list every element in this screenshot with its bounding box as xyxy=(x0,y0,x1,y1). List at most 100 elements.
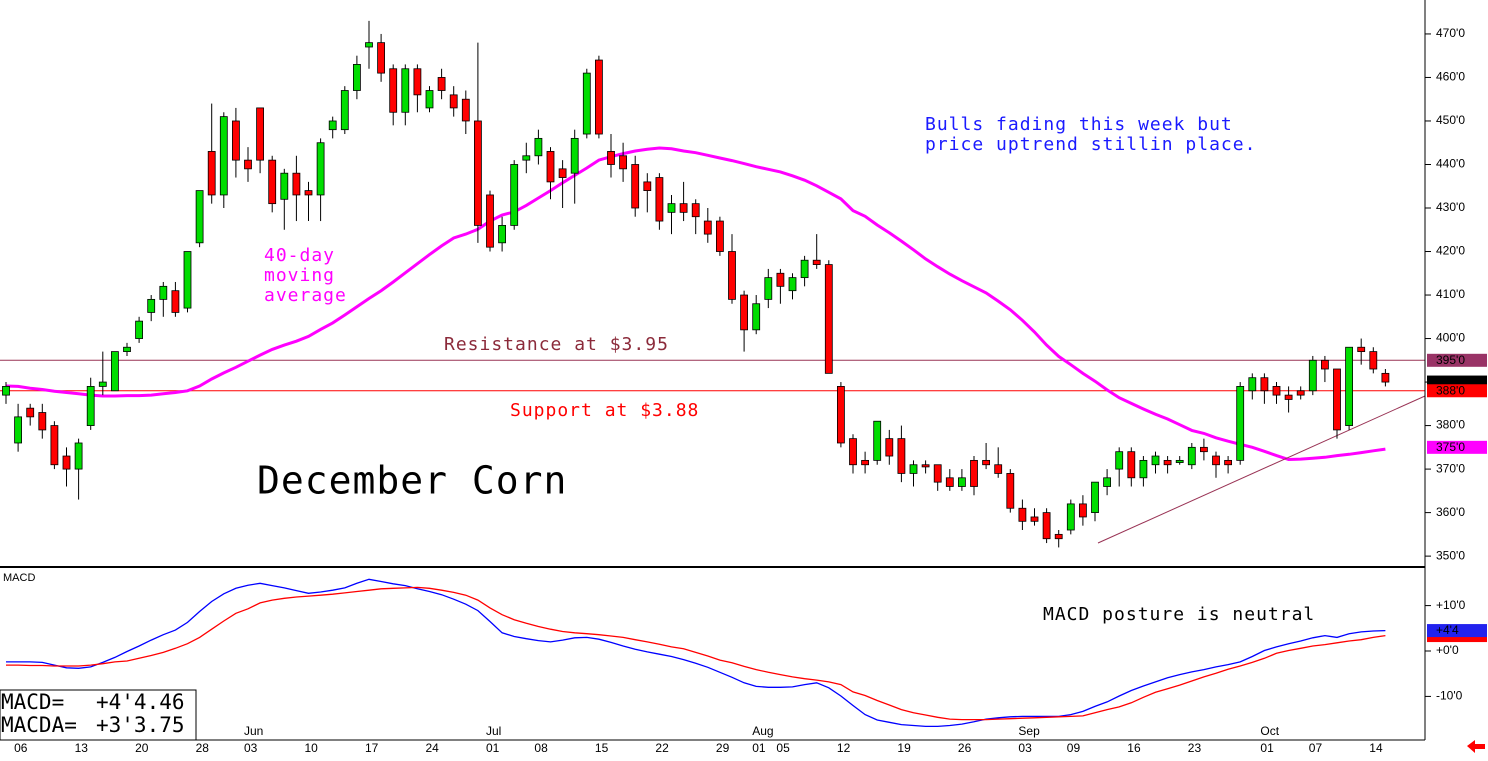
x-tick-label: 14 xyxy=(1369,741,1383,755)
level-label: Support at $3.88 xyxy=(510,400,699,421)
annotation: Bulls fading this week but xyxy=(925,114,1233,135)
candle-body xyxy=(244,159,252,170)
candle-body xyxy=(280,172,289,200)
candle-body xyxy=(498,225,507,244)
x-tick-label: 01 xyxy=(1260,741,1274,755)
x-tick-label: 15 xyxy=(595,741,609,755)
candle-body xyxy=(631,164,640,209)
candle-body xyxy=(147,298,156,313)
candle-body xyxy=(231,120,240,161)
candle-body xyxy=(316,142,325,196)
scroll-arrow[interactable] xyxy=(1467,740,1485,753)
candle-body xyxy=(643,181,652,191)
month-label: Sep xyxy=(1018,724,1040,738)
candle-body xyxy=(1091,481,1099,514)
price-flag-label: +4'4 xyxy=(1436,623,1459,637)
candle-body xyxy=(679,203,688,213)
readout-name: MACD= xyxy=(1,690,64,714)
y-tick-label: 450'0 xyxy=(1436,113,1465,127)
price-flag-label: 375'0 xyxy=(1436,440,1465,454)
x-tick-label: 20 xyxy=(135,741,149,755)
y-tick-label: +10'0 xyxy=(1436,598,1466,612)
level-label: Resistance at $3.95 xyxy=(444,334,669,355)
price-flag xyxy=(1427,624,1487,638)
candle-body xyxy=(1030,516,1039,522)
candle-body xyxy=(909,464,918,474)
candle-body xyxy=(1224,459,1232,466)
annotation: price uptrend stillin place. xyxy=(925,134,1256,155)
y-tick-label: 350'0 xyxy=(1436,548,1465,562)
candle-body xyxy=(582,72,591,135)
candle-body xyxy=(728,251,736,300)
candle-body xyxy=(26,407,35,418)
y-tick-label: 410'0 xyxy=(1436,287,1465,301)
candle-body xyxy=(534,137,543,157)
main-layer xyxy=(2,20,1390,728)
candle-body xyxy=(1333,368,1341,431)
x-tick-label: 12 xyxy=(837,741,851,755)
candle-body xyxy=(377,42,386,74)
candle-body xyxy=(945,477,954,487)
candle-body xyxy=(788,277,797,292)
candle-body xyxy=(1103,477,1111,487)
candle-body xyxy=(1308,359,1317,392)
x-tick-label: 03 xyxy=(244,741,258,755)
month-label: Aug xyxy=(752,724,773,738)
candle-body xyxy=(1345,346,1353,426)
readout-value: +4'4.46 xyxy=(96,690,185,714)
candle-body xyxy=(98,381,107,387)
candle-body xyxy=(1054,533,1063,540)
candle-body xyxy=(570,137,579,174)
candle-body xyxy=(135,320,144,339)
candle-body xyxy=(861,459,869,466)
candle-body xyxy=(764,277,773,300)
candle-body xyxy=(1006,473,1015,509)
candle-body xyxy=(1236,386,1245,461)
candle-body xyxy=(824,264,833,374)
price-flag xyxy=(1427,353,1487,367)
candle-body xyxy=(1042,512,1051,540)
candle-body xyxy=(691,203,700,218)
candle-body xyxy=(195,190,204,244)
x-tick-label: 24 xyxy=(426,741,440,755)
x-tick-label: 26 xyxy=(958,741,972,755)
candle-body xyxy=(304,190,313,196)
candle-body xyxy=(449,94,458,109)
candle-body xyxy=(183,251,192,309)
x-tick-label: 28 xyxy=(196,741,210,755)
candle-body xyxy=(74,442,83,470)
candle-body xyxy=(933,464,942,483)
candle-body xyxy=(1115,451,1124,470)
readout-value: +3'3.75 xyxy=(96,713,185,737)
candle-body xyxy=(425,90,434,109)
candle-body xyxy=(486,194,494,248)
price-flag xyxy=(1427,384,1487,398)
y-tick-label: 420'0 xyxy=(1436,244,1465,258)
x-tick-label: 01 xyxy=(752,741,766,755)
candle-body xyxy=(123,346,131,353)
macd-line xyxy=(6,586,1386,721)
candle-body xyxy=(1151,455,1160,466)
candle-body xyxy=(510,164,519,226)
candle-body xyxy=(1018,507,1027,522)
candle-body xyxy=(1369,351,1378,370)
x-tick-label: 22 xyxy=(655,741,669,755)
candle-body xyxy=(897,438,906,474)
ma-label: average xyxy=(264,285,347,306)
candle-body xyxy=(558,168,567,178)
price-flag-label: 395'0 xyxy=(1436,353,1465,367)
moving-average xyxy=(5,146,1386,462)
candle-body xyxy=(1296,390,1305,396)
candle-body xyxy=(607,151,615,165)
candle-body xyxy=(413,68,422,96)
chart-title: December Corn xyxy=(257,459,567,503)
candle-body xyxy=(522,155,531,161)
candle-body xyxy=(1139,459,1148,479)
readout-name: MACDA= xyxy=(1,713,77,737)
candle-body xyxy=(800,259,809,279)
candle-body xyxy=(461,98,470,122)
candle-body xyxy=(752,303,761,331)
candle-body xyxy=(365,42,373,48)
month-label: Jul xyxy=(486,724,501,738)
